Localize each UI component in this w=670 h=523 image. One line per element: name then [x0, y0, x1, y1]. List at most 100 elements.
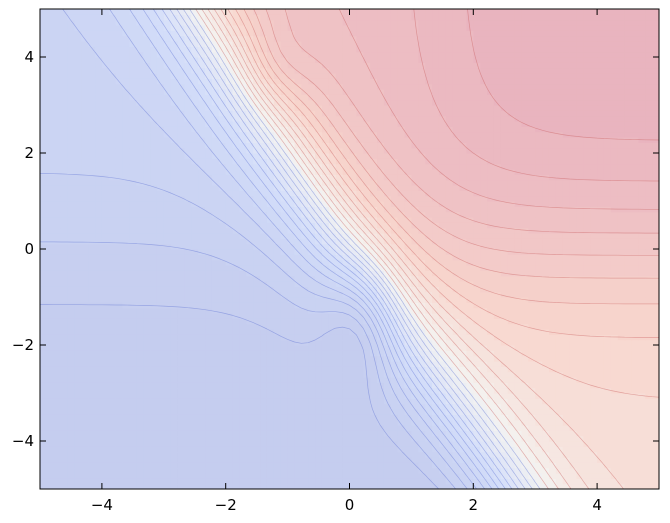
- contour-cell: [205, 318, 213, 325]
- contour-cell: [404, 307, 412, 314]
- contour-cell: [535, 265, 543, 271]
- contour-cell: [239, 323, 247, 330]
- contour-cell: [280, 467, 289, 474]
- contour-cell: [507, 473, 516, 479]
- contour-cell: [438, 462, 447, 469]
- contour-cell: [60, 238, 69, 245]
- contour-cell: [583, 350, 591, 357]
- contour-cell: [432, 339, 440, 346]
- contour-cell: [342, 355, 351, 362]
- contour-cell: [301, 329, 309, 335]
- contour-cell: [535, 446, 543, 453]
- contour-cell: [521, 254, 529, 261]
- contour-cell: [218, 307, 227, 314]
- contour-cell: [143, 286, 151, 293]
- contour-cell: [452, 329, 461, 335]
- contour-cell: [356, 419, 364, 426]
- contour-cell: [280, 190, 289, 197]
- contour-cell: [473, 446, 481, 453]
- contour-cell: [562, 409, 571, 415]
- contour-cell: [273, 435, 282, 442]
- contour-cell: [652, 281, 659, 287]
- contour-cell: [156, 371, 165, 378]
- contour-cell: [597, 238, 605, 245]
- contour-cell: [67, 206, 75, 213]
- contour-cell: [46, 430, 55, 437]
- contour-cell: [610, 446, 619, 453]
- contour-cell: [452, 275, 461, 282]
- contour-cell: [452, 393, 461, 399]
- contour-cell: [383, 238, 392, 245]
- contour-cell: [576, 249, 584, 255]
- contour-cell: [301, 313, 309, 319]
- contour-cell: [356, 281, 364, 287]
- contour-cell: [425, 259, 433, 266]
- contour-cell: [603, 339, 612, 346]
- contour-cell: [610, 265, 619, 271]
- contour-cell: [438, 270, 447, 277]
- contour-cell: [438, 238, 447, 245]
- contour-cell: [156, 430, 165, 437]
- contour-cell: [60, 243, 69, 250]
- contour-cell: [315, 275, 323, 282]
- contour-cell: [500, 430, 509, 437]
- contour-cell: [246, 254, 254, 261]
- contour-cell: [576, 206, 584, 213]
- contour-cell: [225, 451, 234, 458]
- contour-cell: [452, 281, 461, 287]
- contour-cell: [590, 195, 598, 202]
- contour-cell: [280, 286, 289, 293]
- contour-cell: [136, 233, 144, 239]
- contour-cell: [445, 462, 454, 469]
- contour-cell: [370, 217, 378, 223]
- contour-cell: [459, 334, 468, 341]
- contour-cell: [136, 201, 144, 207]
- contour-cell: [390, 233, 399, 239]
- contour-cell: [301, 286, 309, 293]
- contour-cell: [617, 361, 626, 367]
- contour-cell: [88, 227, 96, 234]
- contour-cell: [493, 254, 502, 261]
- contour-cell: [610, 291, 619, 298]
- contour-cell: [535, 371, 543, 378]
- contour-cell: [603, 393, 612, 399]
- contour-cell: [253, 366, 261, 373]
- contour-cell: [438, 286, 447, 293]
- contour-cell: [198, 393, 206, 399]
- contour-cell: [500, 345, 509, 351]
- contour-cell: [260, 238, 268, 245]
- contour-cell: [411, 478, 419, 485]
- contour-cell: [487, 467, 495, 474]
- contour-cell: [356, 371, 364, 378]
- contour-cell: [445, 201, 454, 207]
- contour-cell: [101, 387, 110, 394]
- contour-cell: [280, 201, 289, 207]
- contour-cell: [652, 451, 659, 458]
- contour-cell: [205, 393, 213, 399]
- contour-cell: [383, 249, 392, 255]
- contour-cell: [156, 446, 165, 453]
- contour-cell: [67, 323, 75, 330]
- contour-cell: [122, 307, 131, 314]
- contour-cell: [273, 350, 282, 357]
- contour-cell: [597, 403, 605, 410]
- contour-cell: [473, 249, 481, 255]
- contour-cell: [136, 334, 144, 341]
- contour-cell: [280, 414, 289, 421]
- contour-cell: [645, 195, 653, 202]
- contour-cell: [287, 206, 296, 213]
- contour-cell: [603, 195, 612, 202]
- contour-cell: [397, 206, 406, 213]
- contour-cell: [191, 254, 199, 261]
- contour-cell: [555, 451, 564, 458]
- contour-cell: [473, 307, 481, 314]
- contour-cell: [466, 377, 474, 383]
- contour-cell: [287, 259, 296, 266]
- contour-cell: [239, 473, 247, 479]
- contour-cell: [624, 222, 633, 229]
- contour-cell: [101, 483, 110, 489]
- contour-cell: [308, 430, 316, 437]
- contour-cell: [253, 217, 261, 223]
- contour-cell: [225, 478, 234, 485]
